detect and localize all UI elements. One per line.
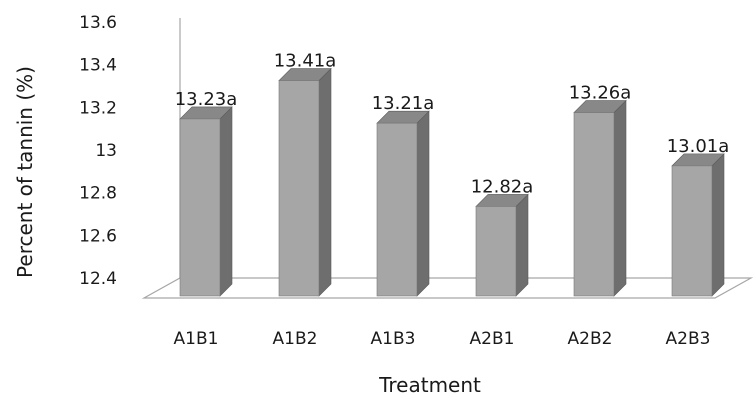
bar-a1b2 [278,67,332,297]
bar-side-face [613,99,627,297]
x-tick-label: A1B3 [371,329,416,349]
bar-front-face [671,165,713,297]
y-tick-label: 13.2 [79,98,117,118]
data-label: 13.26a [569,83,632,104]
bar-front-face [475,206,517,297]
bar-front-face [573,112,615,297]
data-label: 12.82a [471,176,534,197]
x-tick-label: A1B1 [174,329,219,349]
bar-side-face [515,193,529,297]
bar-a1b1 [179,106,233,297]
data-label: 13.01a [667,136,730,157]
bar-side-face [318,67,332,297]
bar-a2b1 [475,193,529,297]
y-axis-title: Percent of tannin (%) [13,66,37,278]
chart-floor [141,277,754,299]
bar-a2b2 [573,99,627,297]
x-tick-label: A2B1 [470,329,515,349]
data-label: 13.23a [175,89,238,110]
bar-side-face [711,153,725,297]
bar-a1b3 [376,110,430,297]
x-axis-title: Treatment [378,373,481,397]
data-label: 13.41a [274,51,337,72]
y-tick-label: 12.8 [79,184,117,204]
bar-front-face [179,118,221,297]
bar-side-face [219,106,233,297]
bar-front-face [376,122,418,297]
bar-a2b3 [671,153,725,297]
y-tick-label: 13.4 [79,56,117,76]
bar-front-face [278,80,320,297]
x-tick-label: A2B2 [568,329,613,349]
y-tick-label: 12.4 [79,269,117,289]
x-tick-label: A2B3 [666,329,711,349]
y-tick-label: 13.6 [79,13,117,33]
y-tick-label: 12.6 [79,226,117,246]
x-tick-label: A1B2 [273,329,318,349]
bar-side-face [416,110,430,297]
data-label: 13.21a [372,93,435,114]
y-tick-label: 13 [95,141,117,161]
